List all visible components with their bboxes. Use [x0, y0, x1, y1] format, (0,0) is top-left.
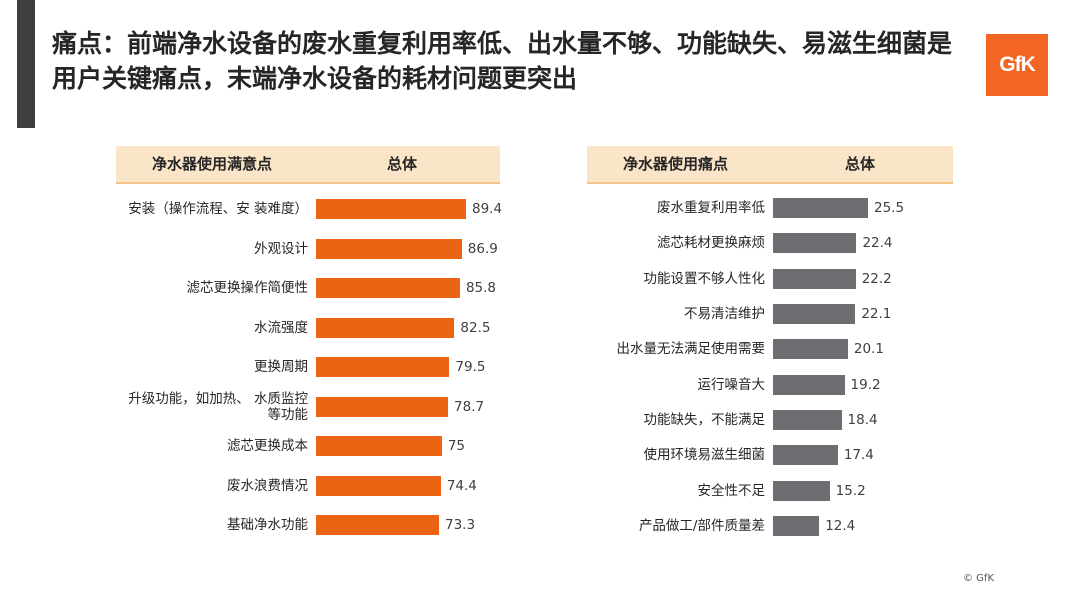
category-label: 出水量无法满足使用需要: [616, 341, 766, 358]
bar: [773, 304, 856, 324]
value-label: 19.2: [850, 376, 881, 393]
bar: [773, 198, 868, 218]
bar: [773, 516, 820, 536]
pain-point-series-header: 总体: [845, 155, 876, 173]
value-label: 15.2: [835, 482, 866, 499]
satisfaction-category-header: 净水器使用满意点: [152, 155, 273, 173]
category-label: 安装（操作流程、安 装难度）: [128, 201, 308, 217]
value-label: 22.4: [862, 235, 893, 252]
value-label: 18.4: [847, 412, 878, 428]
bar: [316, 238, 462, 259]
accent-side-bar: [17, 0, 35, 128]
value-label: 85.8: [465, 280, 497, 296]
category-label: 废水重复利用率低: [657, 200, 765, 216]
category-label: 安全性不足: [697, 482, 766, 499]
bar: [773, 374, 845, 395]
value-label: 22.1: [861, 306, 892, 322]
slide-title: 痛点：前端净水设备的废水重复利用率低、出水量不够、功能缺失、易滋生细菌是用户关键…: [52, 29, 953, 93]
category-label: 滤芯耗材更换麻烦: [657, 235, 765, 252]
category-label: 功能设置不够人性化: [643, 270, 766, 287]
value-label: 82.5: [460, 319, 491, 336]
category-label: 水流强度: [254, 319, 308, 336]
satisfaction-chart-header: 净水器使用满意点 总体: [116, 146, 500, 184]
category-label: 产品做工/部件质量差: [638, 518, 765, 534]
bar: [316, 475, 441, 496]
value-label: 12.4: [825, 518, 856, 534]
bar: [773, 445, 838, 466]
pain-point-category-header: 净水器使用痛点: [623, 155, 729, 173]
bar: [316, 357, 450, 377]
value-label: 75: [447, 438, 466, 454]
bar: [773, 268, 856, 289]
value-label: 74.4: [446, 477, 477, 494]
bar: [316, 199, 466, 219]
satisfaction-chart: 净水器使用满意点 总体 安装（操作流程、安 装难度） 89.4 外观设计 86.9 滤芯…: [116, 146, 503, 546]
category-label: 使用环境易滋生细菌: [643, 447, 766, 464]
bar: [773, 480, 830, 501]
bar: [773, 233, 857, 254]
gfk-logo: GfK: [986, 34, 1048, 96]
value-label: 79.5: [455, 359, 486, 375]
value-label: 17.4: [843, 447, 874, 464]
category-label: 更换周期: [254, 359, 308, 375]
category-label: 不易清洁维护: [684, 306, 765, 322]
satisfaction-series-header: 总体: [387, 155, 418, 173]
pain-point-chart-header: 净水器使用痛点 总体: [587, 146, 953, 184]
bar: [316, 396, 449, 417]
pain-point-chart: 净水器使用痛点 总体 废水重复利用率低 25.5 滤芯耗材更换麻烦 22.4 功能设置不…: [587, 146, 953, 546]
category-label: 运行噪音大: [697, 376, 766, 393]
category-label: 外观设计: [254, 240, 308, 257]
bar: [316, 317, 455, 338]
category-label: 升级功能，如加热、 水质监控等功能: [128, 390, 308, 423]
value-label: 73.3: [444, 517, 476, 533]
value-label: 86.9: [467, 240, 498, 257]
value-label: 89.4: [472, 201, 503, 217]
category-label: 废水浪费情况: [227, 477, 308, 494]
value-label: 25.5: [874, 200, 905, 216]
value-label: 22.2: [861, 270, 892, 287]
bar: [316, 436, 442, 456]
category-label: 功能缺失，不能满足: [643, 412, 766, 428]
bar: [316, 278, 460, 298]
value-label: 78.7: [454, 398, 485, 415]
bar: [316, 515, 439, 535]
bar: [773, 339, 848, 360]
copyright-text: © GfK: [963, 573, 995, 584]
category-label: 基础净水功能: [227, 517, 308, 533]
bar: [773, 410, 842, 430]
category-label: 滤芯更换操作简便性: [186, 280, 309, 296]
category-label: 滤芯更换成本: [227, 438, 308, 454]
value-label: 20.1: [853, 341, 884, 358]
